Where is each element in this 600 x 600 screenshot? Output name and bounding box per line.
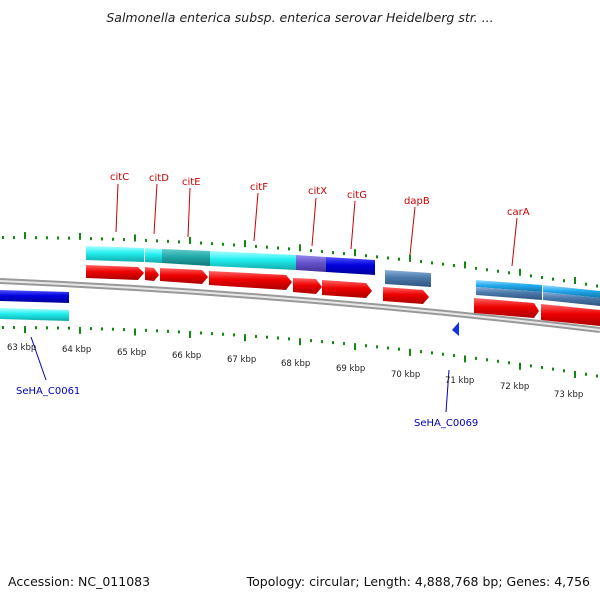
scale-label-67kbp: 67 kbp [227,355,256,365]
gene-label-citE: citE [182,177,201,188]
gene-small-blue-marker [452,322,459,336]
gene-cyan-citC [86,246,144,262]
gene-red-arrow-4 [209,271,292,290]
gene-red-arrow-6 [322,280,372,298]
gene-label-citC: citC [110,172,129,183]
genome-backbone-inner [0,280,600,331]
gene-cyan-citD [145,248,162,263]
gene-label-citD: citD [149,173,169,184]
gene-red-arrow-9 [541,304,600,326]
gene-red-arrow-1 [86,265,144,280]
gene-red-arrow-3 [160,268,208,284]
scale-label-63kbp: 63 kbp [7,343,36,353]
gene-label-lines-blue [30,336,450,413]
scale-label-65kbp: 65 kbp [117,348,146,358]
gene-label-carA: carA [507,207,530,218]
gene-sky-carB-1 [543,285,600,298]
gene-label-SeHA_C0061: SeHA_C0061 [16,386,80,397]
topology-text: Topology: circular; Length: 4,888,768 bp… [246,574,590,589]
gene-teal-citE [162,249,210,266]
scale-label-70kbp: 70 kbp [391,370,420,380]
scale-label-68kbp: 68 kbp [281,359,310,369]
gene-red-arrow-8 [474,298,539,318]
gene-label-lines [115,183,518,267]
accession-text: Accession: NC_011083 [8,574,151,589]
scale-label-66kbp: 66 kbp [172,351,201,361]
gene-left-cyan [0,308,69,321]
gene-left-blue [0,290,69,303]
gene-red-arrow-7 [383,287,429,304]
gene-blue-citG [326,257,375,275]
gene-sky-carA-1 [476,280,542,292]
scale-label-64kbp: 64 kbp [62,345,91,355]
scale-label-69kbp: 69 kbp [336,364,365,374]
tick-track-upper [2,232,598,288]
gene-steel-dapB [385,270,431,287]
gene-label-citX: citX [308,186,327,197]
scale-label-73kbp: 73 kbp [554,390,583,400]
scale-label-71kbp: 71 kbp [445,376,474,386]
gene-label-citG: citG [347,190,367,201]
gene-steel-carB-2 [543,292,600,306]
gene-steel-carA-2 [476,287,542,300]
gene-red-arrow-5 [293,278,322,294]
gene-label-dapB: dapB [404,196,430,207]
gene-purple-citX [296,255,326,272]
gene-label-citF: citF [250,182,268,193]
scale-label-72kbp: 72 kbp [500,382,529,392]
gene-cyan-citF [210,251,296,270]
gene-label-SeHA_C0069: SeHA_C0069 [414,418,478,429]
map-title: Salmonella enterica subsp. enterica sero… [106,10,494,25]
tick-track-lower [2,326,598,379]
gene-red-arrow-2 [145,267,159,281]
